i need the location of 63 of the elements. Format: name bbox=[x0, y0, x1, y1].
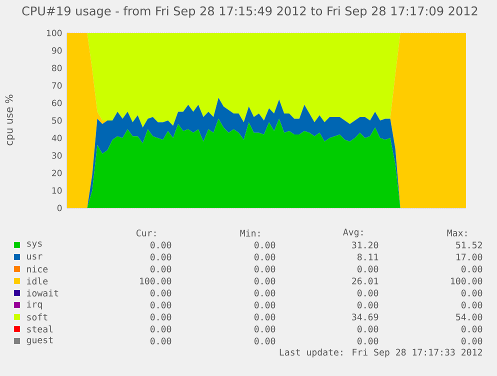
text: 0.00 bbox=[150, 266, 172, 272]
text: 0.00 bbox=[150, 290, 172, 296]
text: 0.00 bbox=[357, 302, 378, 308]
text: 8.11 bbox=[357, 254, 378, 260]
legend-label: usr bbox=[27, 254, 42, 260]
legend-label: iowait bbox=[27, 289, 58, 297]
chart-title: CPU#19 usage - from Fri Sep 28 17:15:49 2012 to Fri Sep 28 17:17:09 2012 bbox=[22, 6, 478, 18]
text: 100.00 bbox=[140, 278, 172, 284]
text: Cur: bbox=[136, 230, 156, 236]
legend-label: nice bbox=[27, 265, 48, 273]
text: 0.00 bbox=[254, 302, 276, 308]
y-tick-label: 0 bbox=[57, 204, 62, 212]
y-tick-label: 30 bbox=[52, 152, 62, 159]
text: 0.00 bbox=[461, 326, 482, 332]
text: 0.00 bbox=[357, 290, 378, 296]
y-tick-label: 100 bbox=[46, 30, 62, 36]
legend-label: irq bbox=[27, 300, 42, 310]
text: 0.00 bbox=[150, 326, 172, 332]
text: 0.00 bbox=[150, 314, 172, 320]
text: 0.00 bbox=[461, 290, 482, 296]
text: 0.00 bbox=[150, 338, 172, 344]
text: 0.00 bbox=[357, 266, 378, 272]
text: 31.20 bbox=[352, 242, 378, 248]
text: 51.52 bbox=[456, 242, 482, 248]
text: 0.00 bbox=[150, 254, 172, 260]
text: Avg: bbox=[343, 228, 363, 238]
text: 0.00 bbox=[357, 326, 378, 332]
text: 0.00 bbox=[254, 338, 276, 344]
text: 26.01 bbox=[352, 278, 378, 284]
y-axis-title: cpu use % bbox=[5, 94, 15, 146]
y-tick-label: 90 bbox=[52, 47, 62, 54]
text: 0.00 bbox=[461, 302, 482, 308]
text: 0.00 bbox=[254, 242, 276, 248]
text: 0.00 bbox=[254, 326, 276, 332]
text: 0.00 bbox=[461, 266, 482, 272]
text: 34.69 bbox=[352, 314, 378, 320]
text: 0.00 bbox=[150, 242, 172, 248]
y-tick-label: 40 bbox=[52, 134, 62, 142]
text: 0.00 bbox=[254, 266, 276, 272]
y-tick-label: 70 bbox=[52, 82, 62, 89]
legend-label: idle bbox=[27, 277, 48, 285]
text: 17.00 bbox=[456, 254, 482, 260]
text: 0.00 bbox=[461, 338, 482, 344]
text: 100.00 bbox=[451, 278, 482, 284]
text: 0.00 bbox=[254, 290, 276, 296]
text: 0.00 bbox=[254, 278, 276, 284]
legend-label: steal bbox=[27, 325, 53, 333]
text: Max: bbox=[447, 230, 467, 236]
y-tick-label: 80 bbox=[52, 64, 62, 72]
legend-label: soft bbox=[27, 313, 48, 321]
text: 0.00 bbox=[150, 302, 172, 308]
text: 0.00 bbox=[357, 338, 378, 344]
y-tick-label: 60 bbox=[52, 100, 62, 106]
text: 0.00 bbox=[254, 254, 276, 260]
text: 54.00 bbox=[456, 314, 482, 320]
legend-label: sys bbox=[27, 242, 42, 248]
text: 0.00 bbox=[254, 314, 276, 320]
text: Min: bbox=[240, 230, 260, 236]
text: Last update: Fri Sep 28 17:17:33 2012 bbox=[280, 348, 482, 358]
y-tick-label: 20 bbox=[52, 170, 62, 176]
legend-label: guest bbox=[26, 336, 53, 346]
y-tick-label: 50 bbox=[52, 117, 62, 124]
y-tick-label: 10 bbox=[52, 187, 62, 194]
